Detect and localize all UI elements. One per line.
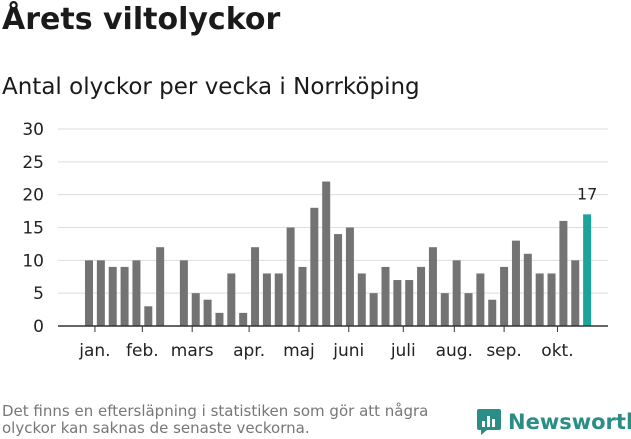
bar xyxy=(262,273,271,326)
bar xyxy=(559,220,568,326)
bar xyxy=(191,293,200,326)
bar xyxy=(440,293,449,326)
axis-layer xyxy=(58,325,608,332)
brand-logo[interactable]: Newsworthy xyxy=(476,408,631,436)
y-tick-label: 30 xyxy=(22,120,44,140)
bar xyxy=(156,247,165,326)
bar xyxy=(85,260,93,326)
bar xyxy=(120,266,129,326)
bar xyxy=(535,273,544,326)
bar xyxy=(203,299,212,326)
x-tick-label: jan. xyxy=(78,341,110,361)
page-title: Årets viltolyckor xyxy=(2,2,281,37)
bar xyxy=(405,280,414,326)
x-tick-label: juni xyxy=(332,341,364,361)
bars-layer xyxy=(85,181,592,326)
bar xyxy=(357,273,366,326)
bar xyxy=(251,247,260,326)
bar xyxy=(428,247,437,326)
bar xyxy=(322,181,331,326)
y-tick-label: 5 xyxy=(33,284,44,304)
brand-name: Newsworthy xyxy=(508,410,631,434)
y-tick-label: 15 xyxy=(22,219,44,239)
chart-subtitle: Antal olyckor per vecka i Norrköping xyxy=(2,74,420,100)
x-tick-label: okt. xyxy=(541,341,573,361)
bar xyxy=(286,227,295,326)
x-tick-label: maj xyxy=(283,341,315,361)
x-tick-label: sep. xyxy=(486,341,522,361)
bar xyxy=(179,260,188,326)
bar xyxy=(571,260,580,326)
bar xyxy=(452,260,461,326)
bar xyxy=(239,312,248,326)
bar xyxy=(144,306,153,326)
bar xyxy=(488,299,497,326)
bar xyxy=(132,260,141,326)
bar xyxy=(511,240,520,326)
data-label: 17 xyxy=(577,184,597,203)
bar-chart-logo-icon xyxy=(477,409,501,435)
bar xyxy=(464,293,473,326)
bar xyxy=(334,234,343,326)
bar xyxy=(298,266,307,326)
grid-layer xyxy=(58,128,608,294)
bar xyxy=(108,266,117,326)
bar-chart: 0 5 10 15 20 25 30 17 jan. feb. mars apr. maj juni jul… xyxy=(22,120,608,361)
bar xyxy=(215,312,224,326)
x-tick-label: apr. xyxy=(233,341,265,361)
y-tick-label: 10 xyxy=(22,251,44,271)
bar xyxy=(274,273,283,326)
y-tick-label: 25 xyxy=(22,153,44,173)
footnote: Det finns en eftersläpning i statistiken… xyxy=(2,402,429,437)
bar xyxy=(369,293,378,326)
bar xyxy=(310,207,319,326)
y-tick-label: 20 xyxy=(22,186,44,206)
bar xyxy=(227,273,236,326)
x-tick-label: juli xyxy=(390,341,416,361)
bar-highlight xyxy=(583,214,592,326)
bar xyxy=(393,280,402,326)
x-tick-label: mars xyxy=(171,341,214,361)
x-tick-label: aug. xyxy=(436,341,473,361)
bar xyxy=(500,266,509,326)
label-layer: 0 5 10 15 20 25 30 17 jan. feb. mars apr. maj juni jul… xyxy=(22,120,597,361)
bar xyxy=(381,266,390,326)
bar xyxy=(345,227,354,326)
bar xyxy=(417,266,426,326)
bar xyxy=(523,253,532,326)
bar xyxy=(547,273,556,326)
x-tick-label: feb. xyxy=(126,341,159,361)
bar xyxy=(476,273,485,326)
y-tick-label: 0 xyxy=(33,317,44,337)
bar xyxy=(96,260,105,326)
